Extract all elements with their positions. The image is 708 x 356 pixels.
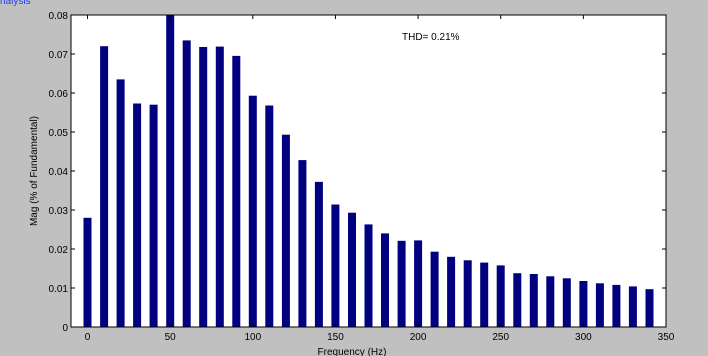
bar-300hz: [579, 281, 588, 327]
bar-240hz: [480, 262, 489, 327]
bar-100hz: [248, 95, 257, 327]
bar-280hz: [546, 276, 555, 327]
x-axis-label: Frequency (Hz): [318, 347, 387, 356]
bar-160hz: [348, 212, 356, 327]
thd-annotation: THD= 0.21%: [402, 32, 460, 43]
y-axis-label: Mag (% of Fundamental): [29, 116, 40, 226]
bar-80hz: [215, 46, 224, 327]
x-tick-label: 100: [244, 332, 261, 343]
bar-50hz: [166, 15, 175, 327]
x-tick-label: 350: [658, 332, 675, 343]
bar-70hz: [199, 47, 208, 327]
bar-290hz: [562, 278, 571, 328]
bar-140hz: [314, 181, 323, 327]
bar-260hz: [513, 273, 522, 327]
x-tick-label: 250: [492, 332, 509, 343]
window-title: nalysis: [0, 0, 31, 7]
bar-20hz: [116, 79, 125, 328]
y-tick-label: 0.01: [49, 284, 69, 295]
bar-130hz: [298, 160, 307, 327]
y-tick-label: 0.03: [49, 206, 69, 217]
bar-110hz: [265, 105, 274, 327]
x-tick-label: 300: [575, 332, 592, 343]
bar-10hz: [100, 46, 109, 327]
bar-190hz: [397, 240, 406, 327]
bar-150hz: [331, 204, 340, 327]
bar-170hz: [364, 224, 373, 327]
y-tick-label: 0: [62, 323, 68, 334]
bar-270hz: [529, 274, 538, 327]
bar-30hz: [133, 103, 142, 327]
x-tick-label: 0: [85, 332, 91, 343]
y-tick-label: 0.04: [49, 167, 69, 178]
bar-330hz: [628, 286, 637, 327]
bar-320hz: [612, 284, 621, 327]
bar-180hz: [381, 233, 389, 327]
bar-60hz: [182, 40, 191, 328]
y-tick-label: 0.07: [49, 50, 69, 61]
y-tick-label: 0.05: [49, 128, 69, 139]
bar-0hz: [83, 217, 92, 327]
x-tick-label: 150: [327, 332, 344, 343]
bar-90hz: [232, 55, 241, 328]
x-tick-label: 200: [410, 332, 427, 343]
bar-120hz: [281, 134, 290, 327]
bar-40hz: [149, 104, 158, 327]
y-tick-label: 0.06: [49, 89, 69, 100]
bar-340hz: [645, 289, 654, 327]
bar-220hz: [447, 256, 456, 327]
bar-250hz: [496, 265, 505, 327]
bar-200hz: [414, 240, 423, 327]
y-tick-label: 0.08: [49, 11, 69, 22]
y-tick-label: 0.02: [49, 245, 69, 256]
x-tick-label: 50: [165, 332, 177, 343]
bar-210hz: [430, 251, 439, 327]
bar-310hz: [595, 283, 604, 327]
bar-230hz: [463, 260, 472, 327]
